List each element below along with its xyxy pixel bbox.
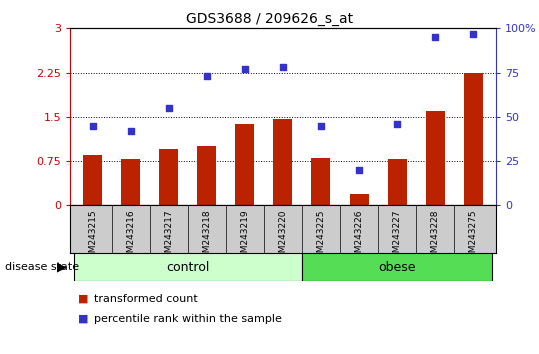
- Text: percentile rank within the sample: percentile rank within the sample: [94, 314, 282, 324]
- Text: disease state: disease state: [5, 262, 80, 272]
- FancyBboxPatch shape: [302, 253, 492, 281]
- Text: ▶: ▶: [57, 261, 67, 274]
- Text: GSM243219: GSM243219: [240, 209, 250, 264]
- Bar: [84, 155, 102, 205]
- Text: GSM243217: GSM243217: [164, 209, 174, 264]
- Point: [469, 31, 478, 36]
- Text: GSM243228: GSM243228: [431, 209, 439, 264]
- Point: [317, 123, 326, 129]
- Bar: [426, 111, 445, 205]
- Bar: [197, 146, 217, 205]
- Point: [279, 64, 287, 70]
- Bar: [388, 159, 406, 205]
- Bar: [236, 124, 254, 205]
- Text: ■: ■: [78, 314, 89, 324]
- Bar: [121, 159, 140, 205]
- Point: [127, 128, 135, 134]
- Point: [203, 73, 211, 79]
- Point: [355, 167, 363, 173]
- Text: GSM243215: GSM243215: [88, 209, 98, 264]
- Text: GSM243220: GSM243220: [279, 209, 287, 264]
- Bar: [464, 73, 482, 205]
- Text: GSM243226: GSM243226: [355, 209, 363, 264]
- Point: [431, 34, 439, 40]
- Bar: [273, 119, 293, 205]
- Bar: [160, 149, 178, 205]
- Text: GSM243275: GSM243275: [468, 209, 478, 264]
- Point: [164, 105, 173, 111]
- Text: GSM243218: GSM243218: [203, 209, 211, 264]
- Bar: [312, 158, 330, 205]
- FancyBboxPatch shape: [74, 253, 302, 281]
- Text: GSM243216: GSM243216: [127, 209, 135, 264]
- Text: control: control: [166, 261, 210, 274]
- Text: obese: obese: [378, 261, 416, 274]
- Point: [393, 121, 402, 127]
- Text: GSM243227: GSM243227: [392, 209, 402, 264]
- Text: GSM243225: GSM243225: [316, 209, 326, 264]
- Text: transformed count: transformed count: [94, 294, 198, 304]
- Point: [88, 123, 97, 129]
- Text: ■: ■: [78, 294, 89, 304]
- Text: GDS3688 / 209626_s_at: GDS3688 / 209626_s_at: [186, 12, 353, 27]
- Point: [240, 66, 249, 72]
- Bar: [349, 194, 369, 205]
